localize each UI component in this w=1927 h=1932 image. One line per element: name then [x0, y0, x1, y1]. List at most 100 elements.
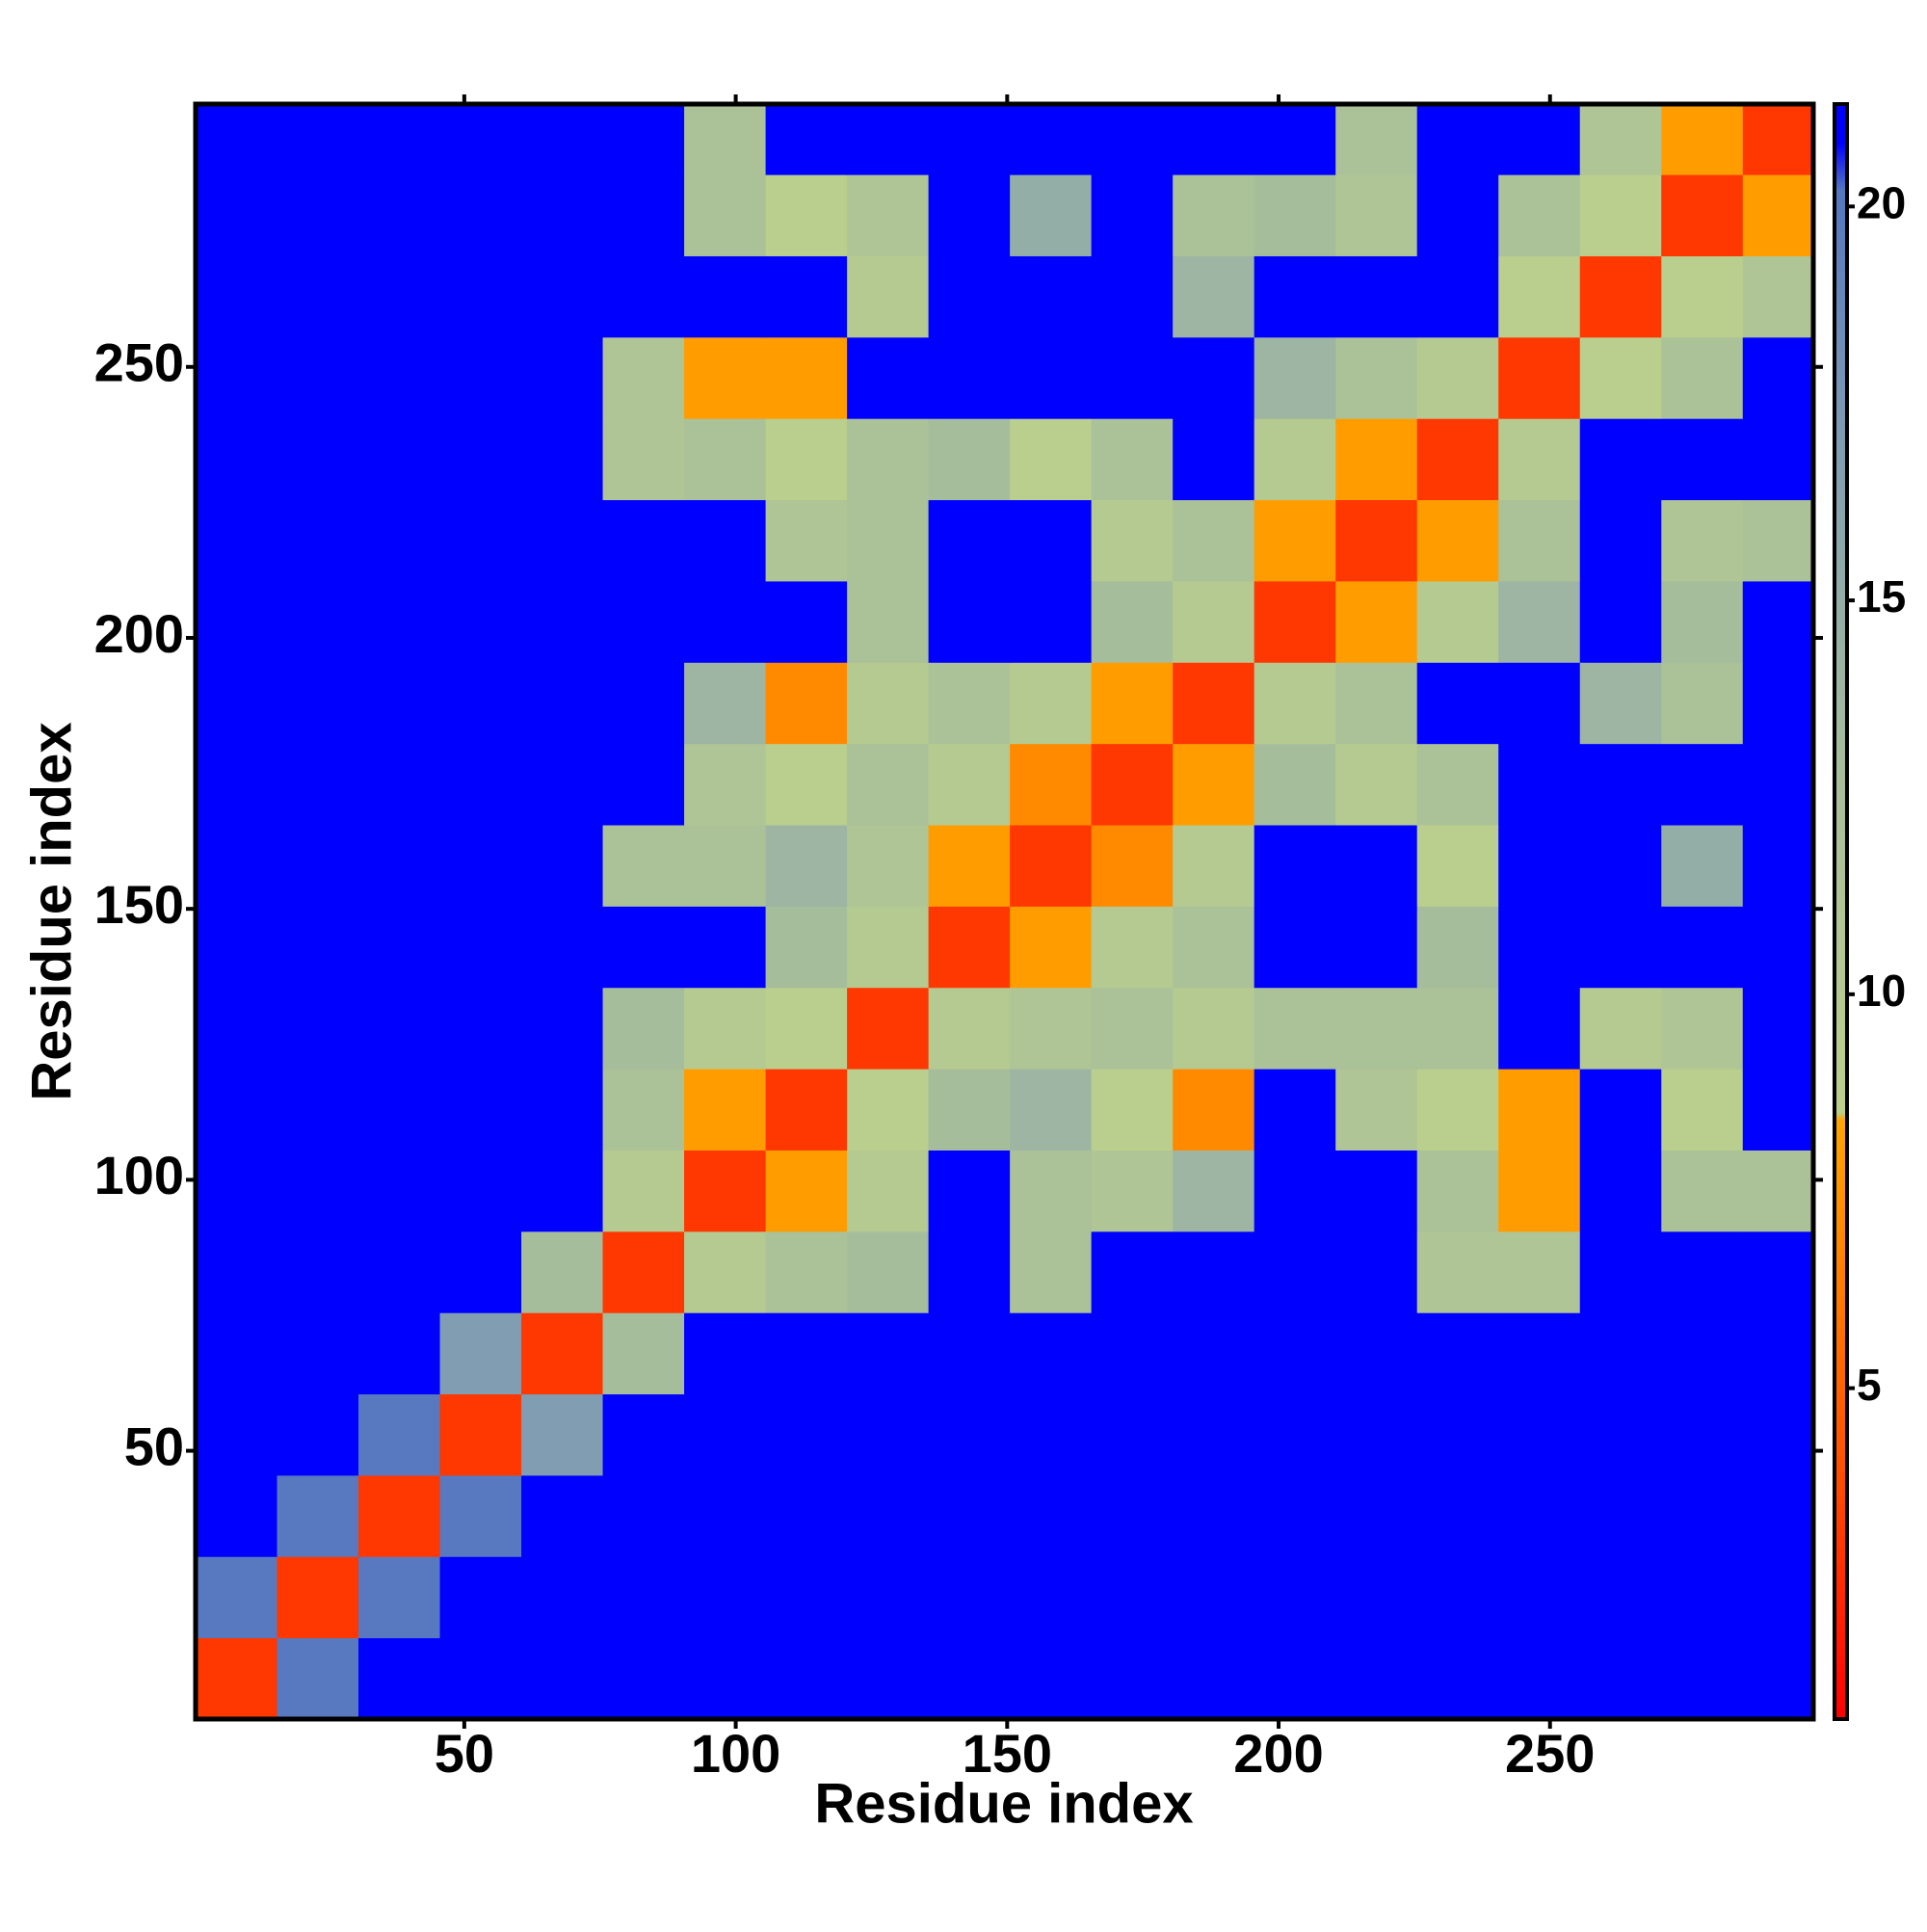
- heatmap-cell: [847, 418, 930, 501]
- heatmap-cell: [1173, 174, 1255, 256]
- heatmap-cell: [1416, 1069, 1499, 1151]
- heatmap-cell: [1010, 1393, 1093, 1476]
- heatmap-cell: [1254, 1312, 1336, 1395]
- heatmap-cell: [277, 906, 359, 989]
- heatmap-cell: [1254, 1393, 1336, 1476]
- heatmap-cell: [928, 1312, 1011, 1395]
- heatmap-cell: [684, 499, 767, 582]
- heatmap-cell: [1091, 1069, 1174, 1151]
- heatmap-cell: [765, 1637, 848, 1720]
- heatmap-cell: [684, 174, 767, 256]
- heatmap-cell: [1091, 1474, 1174, 1557]
- heatmap-cell: [1173, 104, 1255, 175]
- heatmap-cell: [1254, 499, 1336, 582]
- colorbar-tick-label: 5: [1857, 1360, 1882, 1410]
- heatmap-cell: [358, 580, 441, 663]
- heatmap-cell: [1254, 662, 1336, 745]
- heatmap-cell: [277, 1069, 359, 1151]
- heatmap-cell: [521, 104, 604, 175]
- heatmap-cell: [684, 825, 767, 907]
- heatmap-cell: [1579, 418, 1662, 501]
- heatmap-cell: [521, 743, 604, 826]
- heatmap-cell: [847, 1312, 930, 1395]
- heatmap-cell: [684, 1312, 767, 1395]
- heatmap-cell: [439, 499, 522, 582]
- heatmap-cell: [602, 1312, 685, 1395]
- heatmap-cell: [1498, 1556, 1581, 1639]
- heatmap-cell: [277, 662, 359, 745]
- heatmap-cell: [521, 987, 604, 1070]
- heatmap-cell: [602, 1231, 685, 1313]
- heatmap-cell: [1173, 1474, 1255, 1557]
- heatmap-cell: [1742, 1556, 1814, 1639]
- heatmap-cell: [684, 1556, 767, 1639]
- heatmap-cell: [1661, 743, 1744, 826]
- heatmap-cell: [1091, 580, 1174, 663]
- heatmap-cell: [1173, 1069, 1255, 1151]
- plot-frame: [193, 101, 1816, 1722]
- heatmap-cell: [277, 1637, 359, 1720]
- heatmap-cell: [928, 1474, 1011, 1557]
- heatmap-cell: [521, 662, 604, 745]
- heatmap-cell: [928, 743, 1011, 826]
- x-tick-label: 150: [963, 1723, 1052, 1784]
- heatmap-cell: [358, 174, 441, 256]
- heatmap-cell: [1661, 580, 1744, 663]
- heatmap-cell: [196, 743, 278, 826]
- heatmap-cell: [1091, 1637, 1174, 1720]
- heatmap-cell: [1498, 336, 1581, 419]
- y-tick-label: 100: [94, 1145, 184, 1205]
- heatmap-cell: [1173, 418, 1255, 501]
- heatmap-cell: [1254, 743, 1336, 826]
- heatmap-cell: [1010, 1474, 1093, 1557]
- heatmap-cell: [1661, 1393, 1744, 1476]
- x-tick-label: 100: [691, 1723, 780, 1784]
- heatmap-cell: [439, 255, 522, 338]
- heatmap-cell: [602, 987, 685, 1070]
- heatmap-cell: [1010, 1637, 1093, 1720]
- heatmap-cell: [196, 1637, 278, 1720]
- heatmap-cell: [521, 255, 604, 338]
- heatmap-cell: [928, 1069, 1011, 1151]
- heatmap-cell: [684, 987, 767, 1070]
- heatmap-cell: [196, 825, 278, 907]
- heatmap-cell: [1742, 418, 1814, 501]
- heatmap-cell: [684, 1637, 767, 1720]
- heatmap-cell: [1335, 987, 1418, 1070]
- heatmap-cell: [1091, 1556, 1174, 1639]
- heatmap-cell: [1254, 418, 1336, 501]
- heatmap-cell: [1335, 255, 1418, 338]
- heatmap-cell: [196, 336, 278, 419]
- heatmap-cell: [1010, 499, 1093, 582]
- heatmap-cell: [602, 825, 685, 907]
- heatmap-cell: [358, 743, 441, 826]
- heatmap-cell: [1742, 1637, 1814, 1720]
- heatmap-cell: [1335, 580, 1418, 663]
- heatmap-cell: [765, 1556, 848, 1639]
- heatmap-cell: [196, 987, 278, 1070]
- heatmap-cell: [765, 825, 848, 907]
- heatmap-cell: [1335, 662, 1418, 745]
- heatmap-cell: [1661, 906, 1744, 989]
- colorbar-tick-label: 15: [1857, 571, 1906, 622]
- heatmap-cell: [1091, 255, 1174, 338]
- heatmap-cell: [1416, 499, 1499, 582]
- heatmap-cell: [277, 580, 359, 663]
- heatmap-cell: [1579, 174, 1662, 256]
- heatmap-cell: [847, 174, 930, 256]
- heatmap-cell: [1742, 580, 1814, 663]
- heatmap-cell: [928, 662, 1011, 745]
- heatmap-cell: [765, 987, 848, 1070]
- heatmap-cell: [765, 336, 848, 419]
- heatmap-cell: [196, 1069, 278, 1151]
- heatmap-cell: [1335, 1393, 1418, 1476]
- heatmap-cell: [1661, 336, 1744, 419]
- y-tick-label: 150: [94, 874, 184, 935]
- heatmap-cells: [196, 104, 1814, 1720]
- heatmap-cell: [1254, 255, 1336, 338]
- heatmap-cell: [1173, 1637, 1255, 1720]
- heatmap-cell: [847, 1393, 930, 1476]
- heatmap-cell: [1498, 1312, 1581, 1395]
- heatmap-cell: [521, 418, 604, 501]
